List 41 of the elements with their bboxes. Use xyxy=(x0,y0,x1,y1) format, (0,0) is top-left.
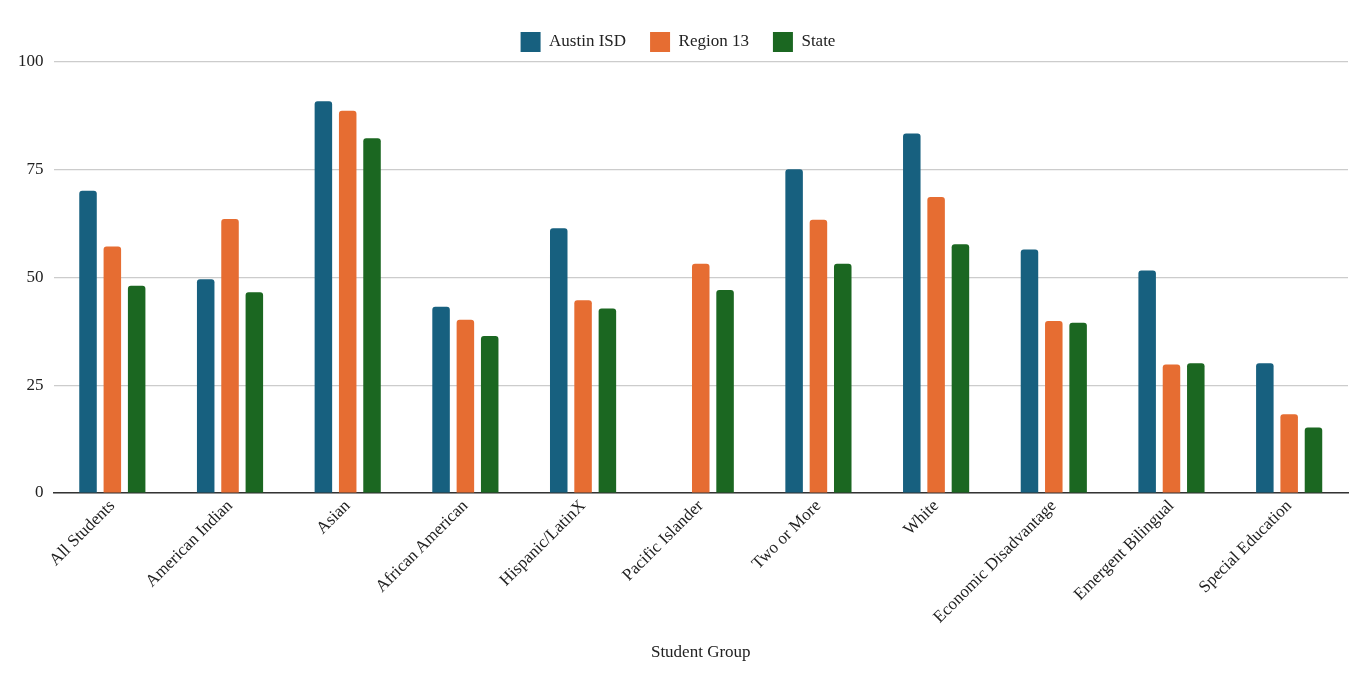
bar xyxy=(574,300,592,493)
bar xyxy=(1020,249,1039,493)
bar xyxy=(1304,427,1323,493)
bar xyxy=(549,228,568,493)
legend-label: Austin ISD xyxy=(549,31,627,51)
y-tick-label: 100 xyxy=(18,51,44,71)
bar xyxy=(1256,363,1274,493)
bar xyxy=(903,133,921,493)
bar xyxy=(245,292,264,493)
bar xyxy=(785,169,803,493)
bar xyxy=(196,279,215,493)
bar xyxy=(1162,364,1181,493)
bar xyxy=(1280,414,1298,493)
y-tick-label: 25 xyxy=(26,374,44,394)
bar xyxy=(716,290,734,493)
bar xyxy=(1045,321,1063,493)
bar xyxy=(221,218,239,493)
bar xyxy=(314,101,333,493)
bar xyxy=(598,308,617,493)
bar xyxy=(363,138,381,493)
bar xyxy=(79,190,97,493)
y-tick-label: 50 xyxy=(26,266,44,286)
bar xyxy=(432,306,450,493)
bar xyxy=(103,246,122,493)
bar xyxy=(1187,363,1205,493)
legend-label: Region 13 xyxy=(678,31,749,51)
bar xyxy=(927,196,945,493)
bar xyxy=(127,285,146,493)
bar xyxy=(338,110,357,493)
bar xyxy=(1069,322,1087,493)
bar xyxy=(809,219,828,493)
y-tick-label: 0 xyxy=(35,482,44,502)
bar xyxy=(1138,270,1156,493)
bar xyxy=(834,263,852,493)
x-axis-title: Student Group xyxy=(650,642,751,662)
bar xyxy=(951,244,970,493)
bar xyxy=(691,263,710,493)
y-tick-label: 75 xyxy=(26,159,44,179)
bar xyxy=(456,319,475,493)
bar xyxy=(480,336,499,493)
legend-label: State xyxy=(801,31,836,51)
